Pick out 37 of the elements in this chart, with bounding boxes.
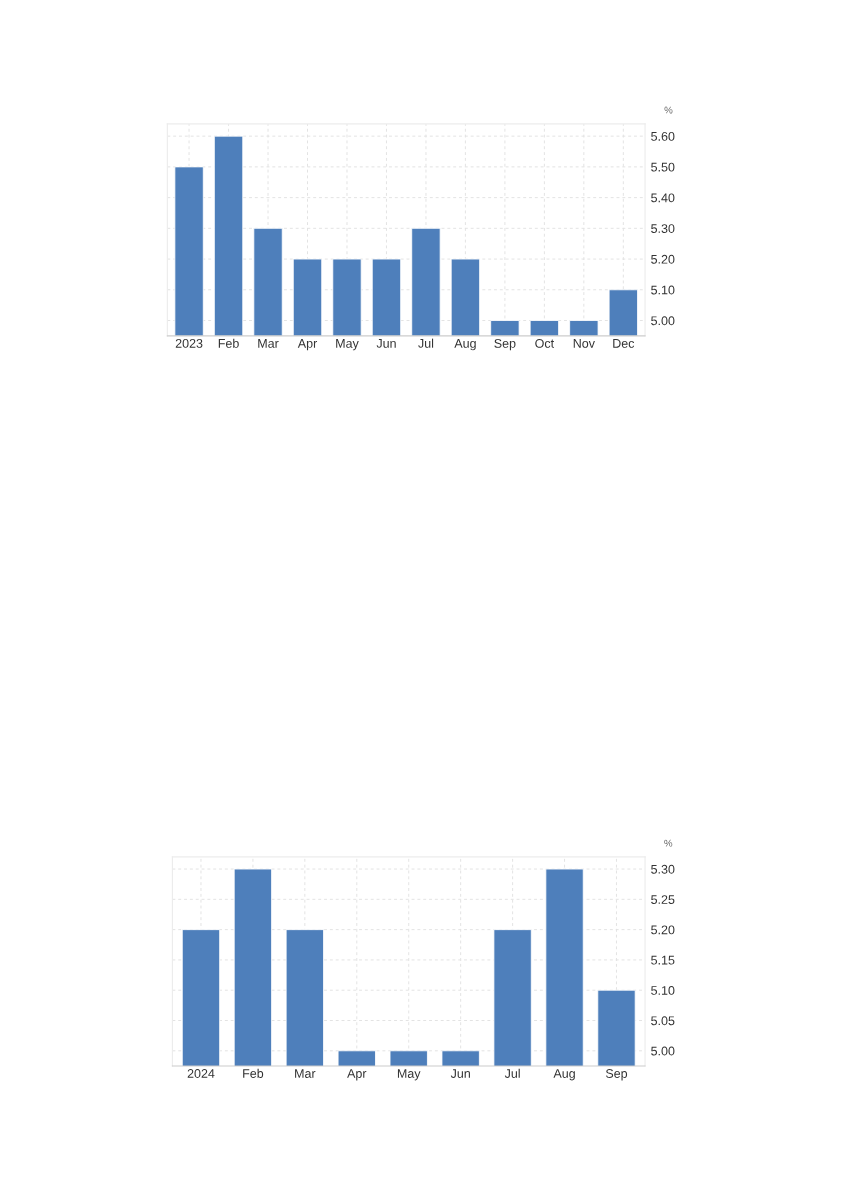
x-tick-label: Sep	[605, 1069, 628, 1081]
y-tick-label: 5.05	[651, 1016, 675, 1026]
x-tick-label: Feb	[218, 338, 239, 348]
x-tick-label: Feb	[243, 1068, 264, 1078]
y-tick-label: 5.30	[651, 864, 675, 874]
y-tick-label: 5.20	[651, 254, 675, 264]
y-tick-label: 5.50	[651, 162, 675, 172]
x-tick-label: Jul	[504, 1068, 520, 1078]
y-tick-label: 5.00	[651, 316, 675, 326]
x-tick-label: Dec	[613, 339, 635, 348]
x-tick-label: Apr	[297, 339, 318, 351]
x-tick-label: Jun	[376, 339, 396, 348]
x-tick-label: May	[336, 339, 359, 351]
y-tick-label: 5.25	[651, 895, 675, 904]
x-tick-label: May	[397, 1069, 421, 1081]
y-axis-title: %	[664, 106, 673, 114]
x-tick-label: Jul	[418, 338, 434, 348]
x-tick-label: Mar	[295, 1069, 316, 1078]
x-tick-label: Aug	[553, 1069, 575, 1081]
x-tick-label: Nov	[573, 339, 595, 348]
y-tick-label: 5.30	[651, 224, 675, 233]
y-tick-label: 5.00	[651, 1046, 675, 1056]
y-axis-title: %	[664, 839, 673, 847]
x-tick-label: Jun	[450, 1069, 470, 1078]
y-tick-label: 5.60	[651, 131, 675, 141]
x-tick-label: Mar	[258, 339, 279, 348]
y-tick-label: 5.40	[651, 193, 675, 203]
x-tick-label: Oct	[535, 338, 555, 348]
x-tick-label: 2024	[187, 1069, 215, 1078]
y-tick-label: 5.10	[651, 986, 675, 995]
x-tick-label: 2023	[175, 338, 203, 348]
y-tick-label: 5.10	[651, 285, 675, 295]
y-tick-label: 5.15	[651, 955, 675, 965]
y-tick-label: 5.20	[651, 925, 675, 935]
x-tick-label: Sep	[494, 338, 516, 351]
x-tick-label: Aug	[454, 339, 476, 351]
x-tick-label: Apr	[347, 1069, 367, 1081]
